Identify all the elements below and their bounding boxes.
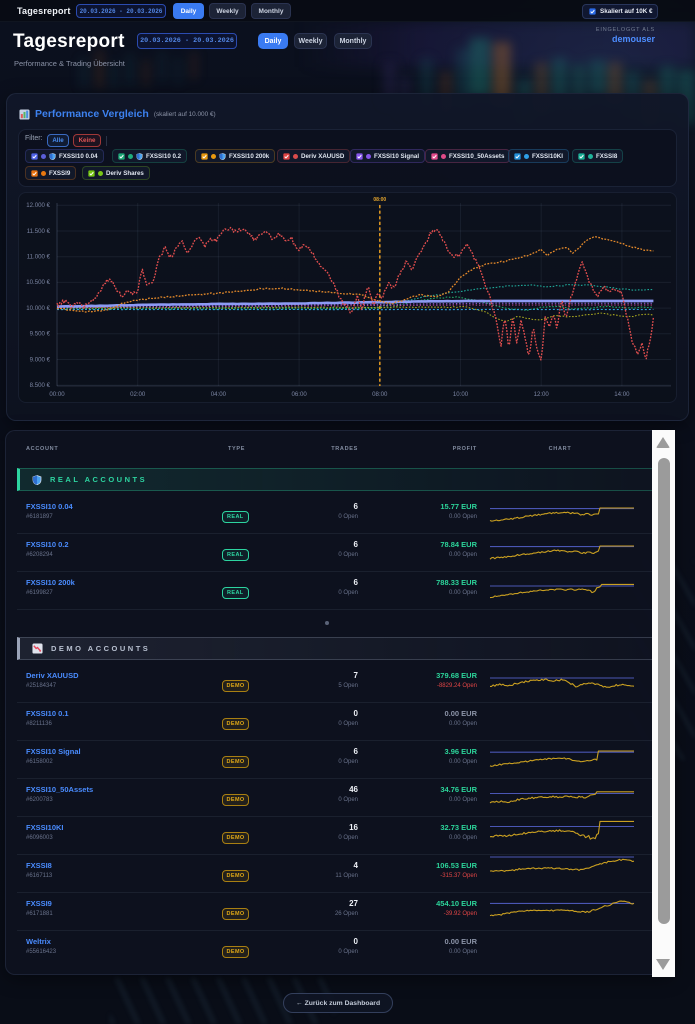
svg-text:04:00: 04:00 <box>211 391 227 398</box>
svg-text:08:00: 08:00 <box>373 197 386 203</box>
svg-text:8.500 €: 8.500 € <box>30 382 51 389</box>
svg-text:12.000 €: 12.000 € <box>26 202 50 209</box>
svg-text:12:00: 12:00 <box>534 391 550 398</box>
svg-text:14:00: 14:00 <box>614 391 630 398</box>
svg-text:10:00: 10:00 <box>453 391 469 398</box>
svg-text:11.000 €: 11.000 € <box>27 254 51 261</box>
svg-text:08:00: 08:00 <box>372 391 388 398</box>
svg-text:9.000 €: 9.000 € <box>30 356 51 363</box>
svg-text:06:00: 06:00 <box>291 391 307 398</box>
svg-text:10.500 €: 10.500 € <box>26 279 50 286</box>
svg-text:9.500 €: 9.500 € <box>30 331 51 338</box>
svg-text:10.000 €: 10.000 € <box>26 305 50 312</box>
svg-text:11.500 €: 11.500 € <box>27 228 51 235</box>
svg-text:00:00: 00:00 <box>49 391 65 398</box>
svg-text:02:00: 02:00 <box>130 391 146 398</box>
